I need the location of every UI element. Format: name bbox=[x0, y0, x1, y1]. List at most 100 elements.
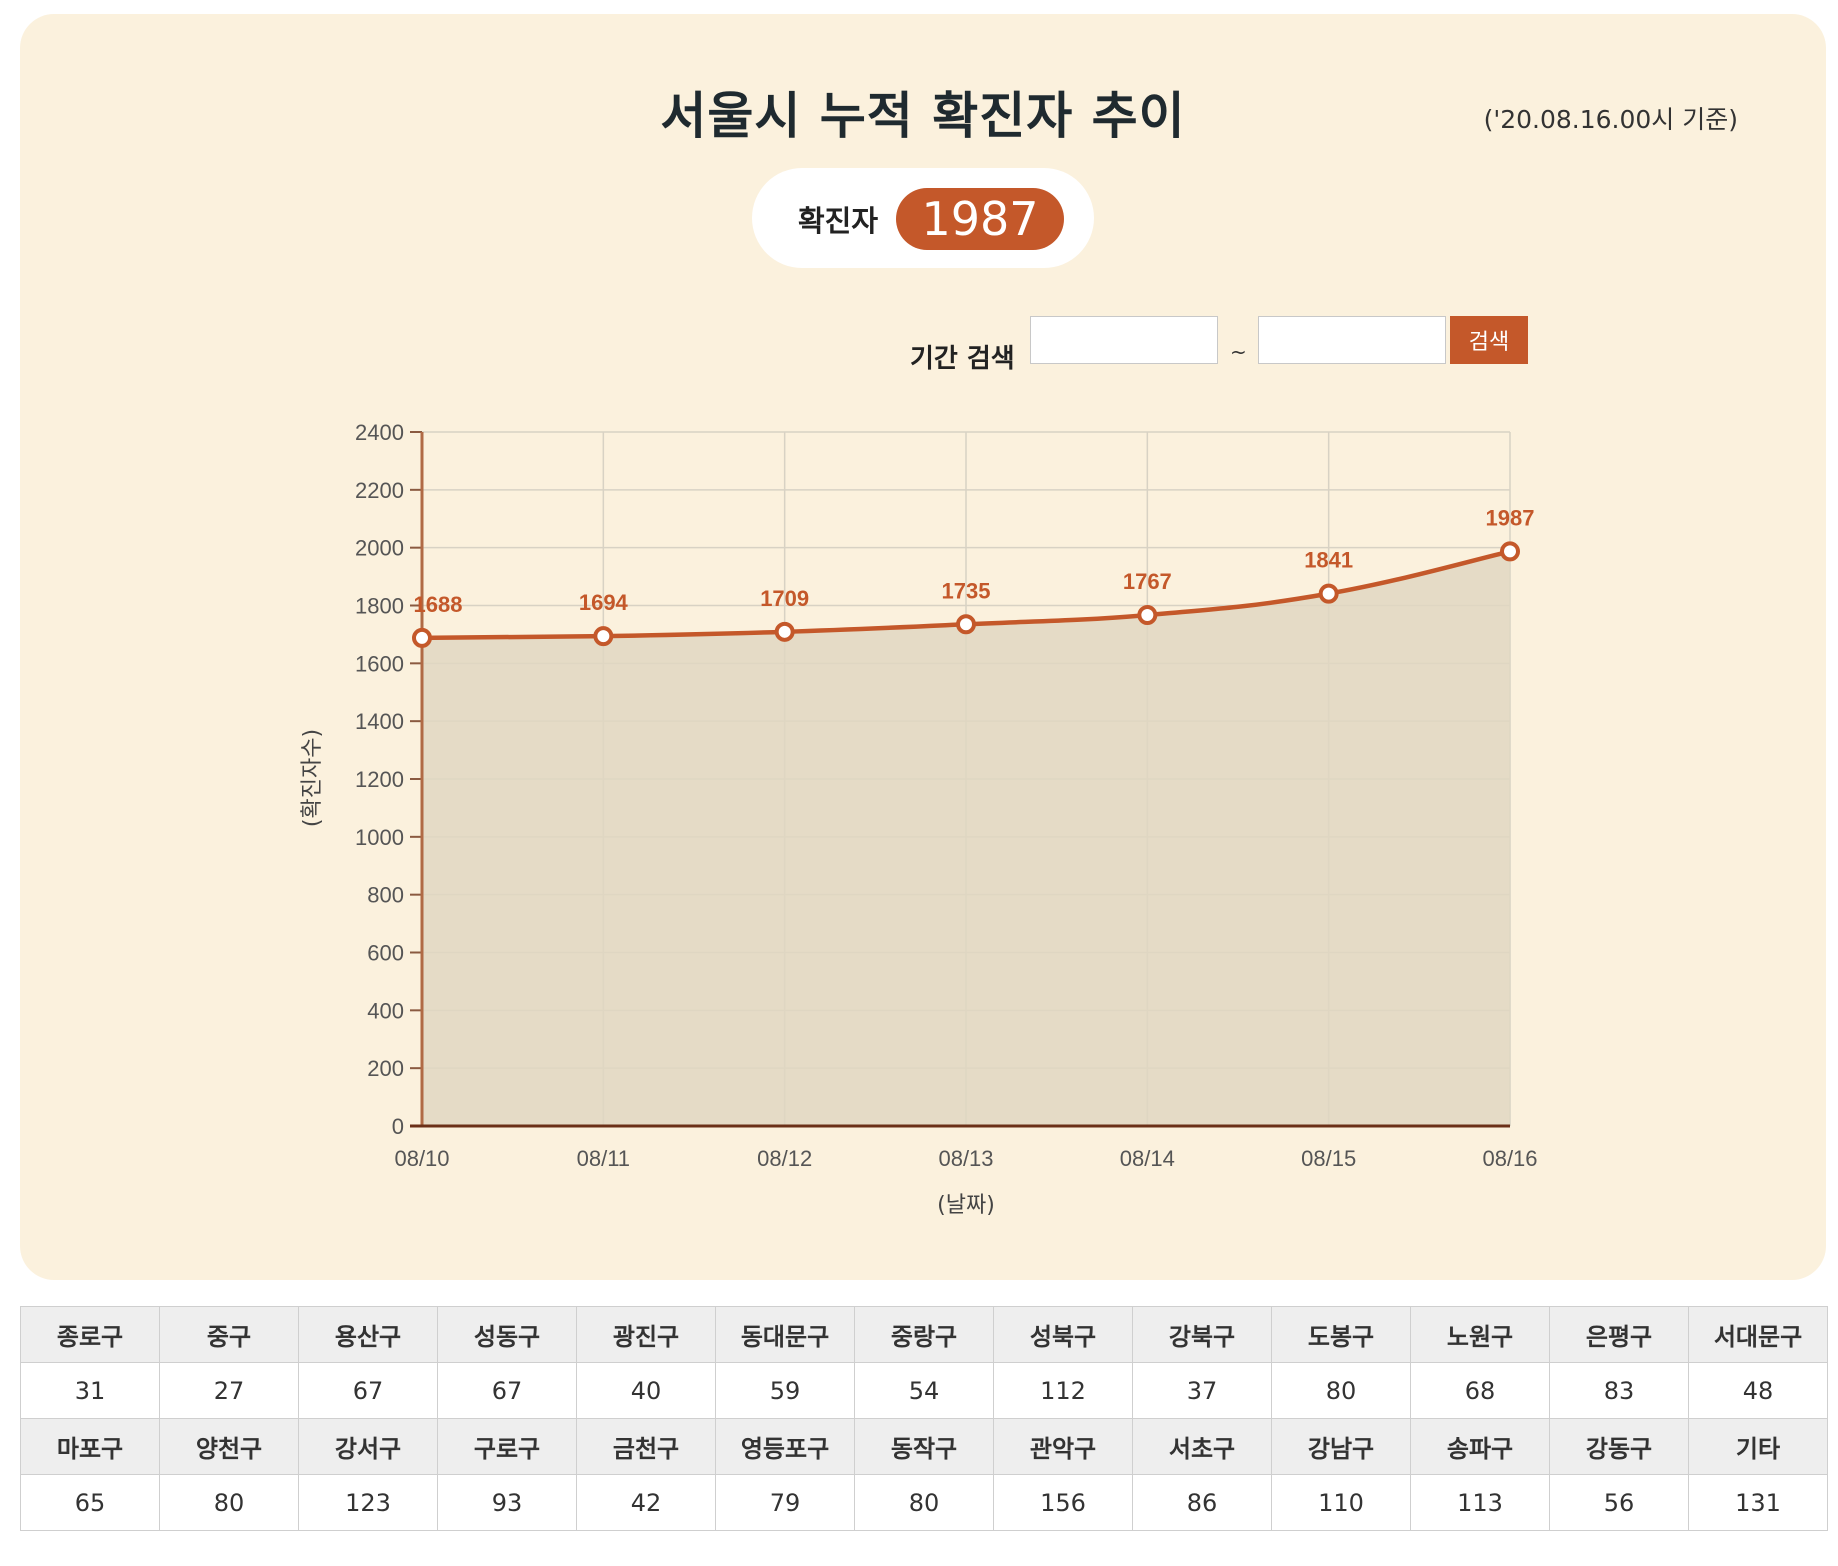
district-table: 종로구 중구 용산구 성동구 광진구 동대문구 중랑구 성북구 강북구 도봉구 노원구 은평구 서대문구… bbox=[20, 1306, 1828, 1531]
district-name-cell: 서초구 bbox=[1132, 1418, 1272, 1475]
page-title: 서울시 누적 확진자 추이 bbox=[660, 87, 1186, 145]
y-tick-label: 2400 bbox=[355, 420, 404, 445]
district-name-cell: 서대문구 bbox=[1688, 1306, 1828, 1363]
district-name-cell: 용산구 bbox=[298, 1306, 438, 1363]
data-label: 1688 bbox=[414, 592, 463, 617]
district-name-cell: 강북구 bbox=[1132, 1306, 1272, 1363]
data-labels: 1688 1694 1709 1735 1767 1841 1987 bbox=[414, 505, 1535, 616]
district-name-cell: 강남구 bbox=[1271, 1418, 1411, 1475]
area-fill bbox=[422, 551, 1510, 1126]
data-point bbox=[1318, 583, 1339, 604]
date-range-separator: ~ bbox=[1230, 340, 1247, 364]
data-point bbox=[956, 614, 976, 635]
district-name-cell: 강동구 bbox=[1549, 1418, 1689, 1475]
y-tick-label: 400 bbox=[367, 998, 404, 1023]
chart-axes: 0 200 400 600 800 1000 1200 1400 1600 1800 2000 220… bbox=[355, 420, 1537, 1171]
district-count-cell: 80 bbox=[159, 1474, 299, 1531]
data-label: 1709 bbox=[760, 586, 809, 611]
district-count-cell: 40 bbox=[576, 1362, 716, 1419]
district-name-cell: 종로구 bbox=[20, 1306, 160, 1363]
y-tick-label: 200 bbox=[367, 1056, 404, 1081]
district-count-cell: 37 bbox=[1132, 1362, 1272, 1419]
district-name-cell: 마포구 bbox=[20, 1418, 160, 1475]
district-count-cell: 68 bbox=[1410, 1362, 1550, 1419]
y-tick-label: 2200 bbox=[355, 478, 404, 503]
data-point bbox=[1137, 605, 1158, 626]
district-header-row: 종로구 중구 용산구 성동구 광진구 동대문구 중랑구 성북구 강북구 도봉구 노원구 은평구 서대문구 bbox=[20, 1306, 1828, 1363]
district-name-cell: 성동구 bbox=[437, 1306, 577, 1363]
district-count-cell: 54 bbox=[854, 1362, 994, 1419]
district-count-cell: 65 bbox=[20, 1474, 160, 1531]
data-label: 1735 bbox=[942, 578, 991, 603]
district-count-cell: 110 bbox=[1271, 1474, 1411, 1531]
district-name-cell: 은평구 bbox=[1549, 1306, 1689, 1363]
district-count-cell: 80 bbox=[854, 1474, 994, 1531]
x-tick-label: 08/13 bbox=[938, 1146, 993, 1171]
district-count-cell: 42 bbox=[576, 1474, 716, 1531]
y-tick-label: 2000 bbox=[355, 536, 404, 561]
district-name-cell: 관악구 bbox=[993, 1418, 1133, 1475]
data-point bbox=[593, 626, 614, 647]
confirmed-label: 확진자 bbox=[798, 204, 879, 238]
district-count-cell: 67 bbox=[298, 1362, 438, 1419]
data-label: 1841 bbox=[1304, 548, 1353, 573]
district-name-cell: 영등포구 bbox=[715, 1418, 855, 1475]
district-count-cell: 79 bbox=[715, 1474, 855, 1531]
data-label: 1987 bbox=[1486, 505, 1535, 530]
district-count-cell: 112 bbox=[993, 1362, 1133, 1419]
y-tick-label: 1600 bbox=[355, 651, 404, 676]
district-name-cell: 도봉구 bbox=[1271, 1306, 1411, 1363]
y-tick-label: 1000 bbox=[355, 825, 404, 850]
district-name-cell: 동작구 bbox=[854, 1418, 994, 1475]
period-search-label: 기간 검색 bbox=[910, 344, 1015, 374]
district-name-cell: 금천구 bbox=[576, 1418, 716, 1475]
x-tick-label: 08/16 bbox=[1482, 1146, 1537, 1171]
district-count-cell: 93 bbox=[437, 1474, 577, 1531]
y-tick-label: 1400 bbox=[355, 709, 404, 734]
cumulative-cases-chart: 0 200 400 600 800 1000 1200 1400 1600 1800 2000 220… bbox=[300, 420, 1538, 1218]
y-axis-label: (확진자수) bbox=[300, 729, 325, 827]
district-value-row: 31 27 67 67 40 59 54 112 37 80 68 83 48 bbox=[20, 1362, 1828, 1419]
x-tick-label: 08/11 bbox=[577, 1146, 630, 1171]
district-name-cell: 성북구 bbox=[993, 1306, 1133, 1363]
district-count-cell: 86 bbox=[1132, 1474, 1272, 1531]
end-date-input[interactable] bbox=[1258, 316, 1446, 364]
district-name-cell: 기타 bbox=[1688, 1418, 1828, 1475]
y-tick-label: 1800 bbox=[355, 594, 404, 619]
x-tick-label: 08/14 bbox=[1120, 1146, 1175, 1171]
x-tick-label: 08/10 bbox=[394, 1146, 449, 1171]
district-name-cell: 중구 bbox=[159, 1306, 299, 1363]
confirmed-count-badge: 1987 bbox=[896, 188, 1064, 250]
district-name-cell: 광진구 bbox=[576, 1306, 716, 1363]
search-button[interactable]: 검색 bbox=[1450, 316, 1528, 364]
district-count-cell: 31 bbox=[20, 1362, 160, 1419]
x-axis-label: (날짜) bbox=[937, 1193, 995, 1218]
data-point bbox=[412, 627, 432, 648]
district-count-cell: 131 bbox=[1688, 1474, 1828, 1531]
data-label: 1694 bbox=[579, 590, 629, 615]
district-count-cell: 67 bbox=[437, 1362, 577, 1419]
district-count-cell: 48 bbox=[1688, 1362, 1828, 1419]
district-header-row: 마포구 양천구 강서구 구로구 금천구 영등포구 동작구 관악구 서초구 강남구 송파구 강동구 기타 bbox=[20, 1418, 1828, 1475]
data-point bbox=[774, 621, 795, 642]
x-tick-label: 08/15 bbox=[1301, 1146, 1356, 1171]
data-points bbox=[412, 541, 1520, 648]
y-tick-label: 600 bbox=[367, 941, 404, 966]
district-name-cell: 구로구 bbox=[437, 1418, 577, 1475]
district-value-row: 65 80 123 93 42 79 80 156 86 110 113 56 131 bbox=[20, 1474, 1828, 1531]
district-name-cell: 동대문구 bbox=[715, 1306, 855, 1363]
district-count-cell: 156 bbox=[993, 1474, 1133, 1531]
y-tick-label: 1200 bbox=[355, 767, 404, 792]
data-label: 1767 bbox=[1123, 569, 1172, 594]
district-count-cell: 83 bbox=[1549, 1362, 1689, 1419]
confirmed-summary: 확진자 1987 bbox=[752, 168, 1094, 268]
y-tick-label: 0 bbox=[392, 1114, 404, 1139]
district-count-cell: 56 bbox=[1549, 1474, 1689, 1531]
district-count-cell: 59 bbox=[715, 1362, 855, 1419]
district-count-cell: 27 bbox=[159, 1362, 299, 1419]
start-date-input[interactable] bbox=[1030, 316, 1218, 364]
district-name-cell: 중랑구 bbox=[854, 1306, 994, 1363]
district-count-cell: 80 bbox=[1271, 1362, 1411, 1419]
data-point bbox=[1500, 541, 1520, 562]
basis-time: ('20.08.16.00시 기준) bbox=[1483, 105, 1738, 134]
